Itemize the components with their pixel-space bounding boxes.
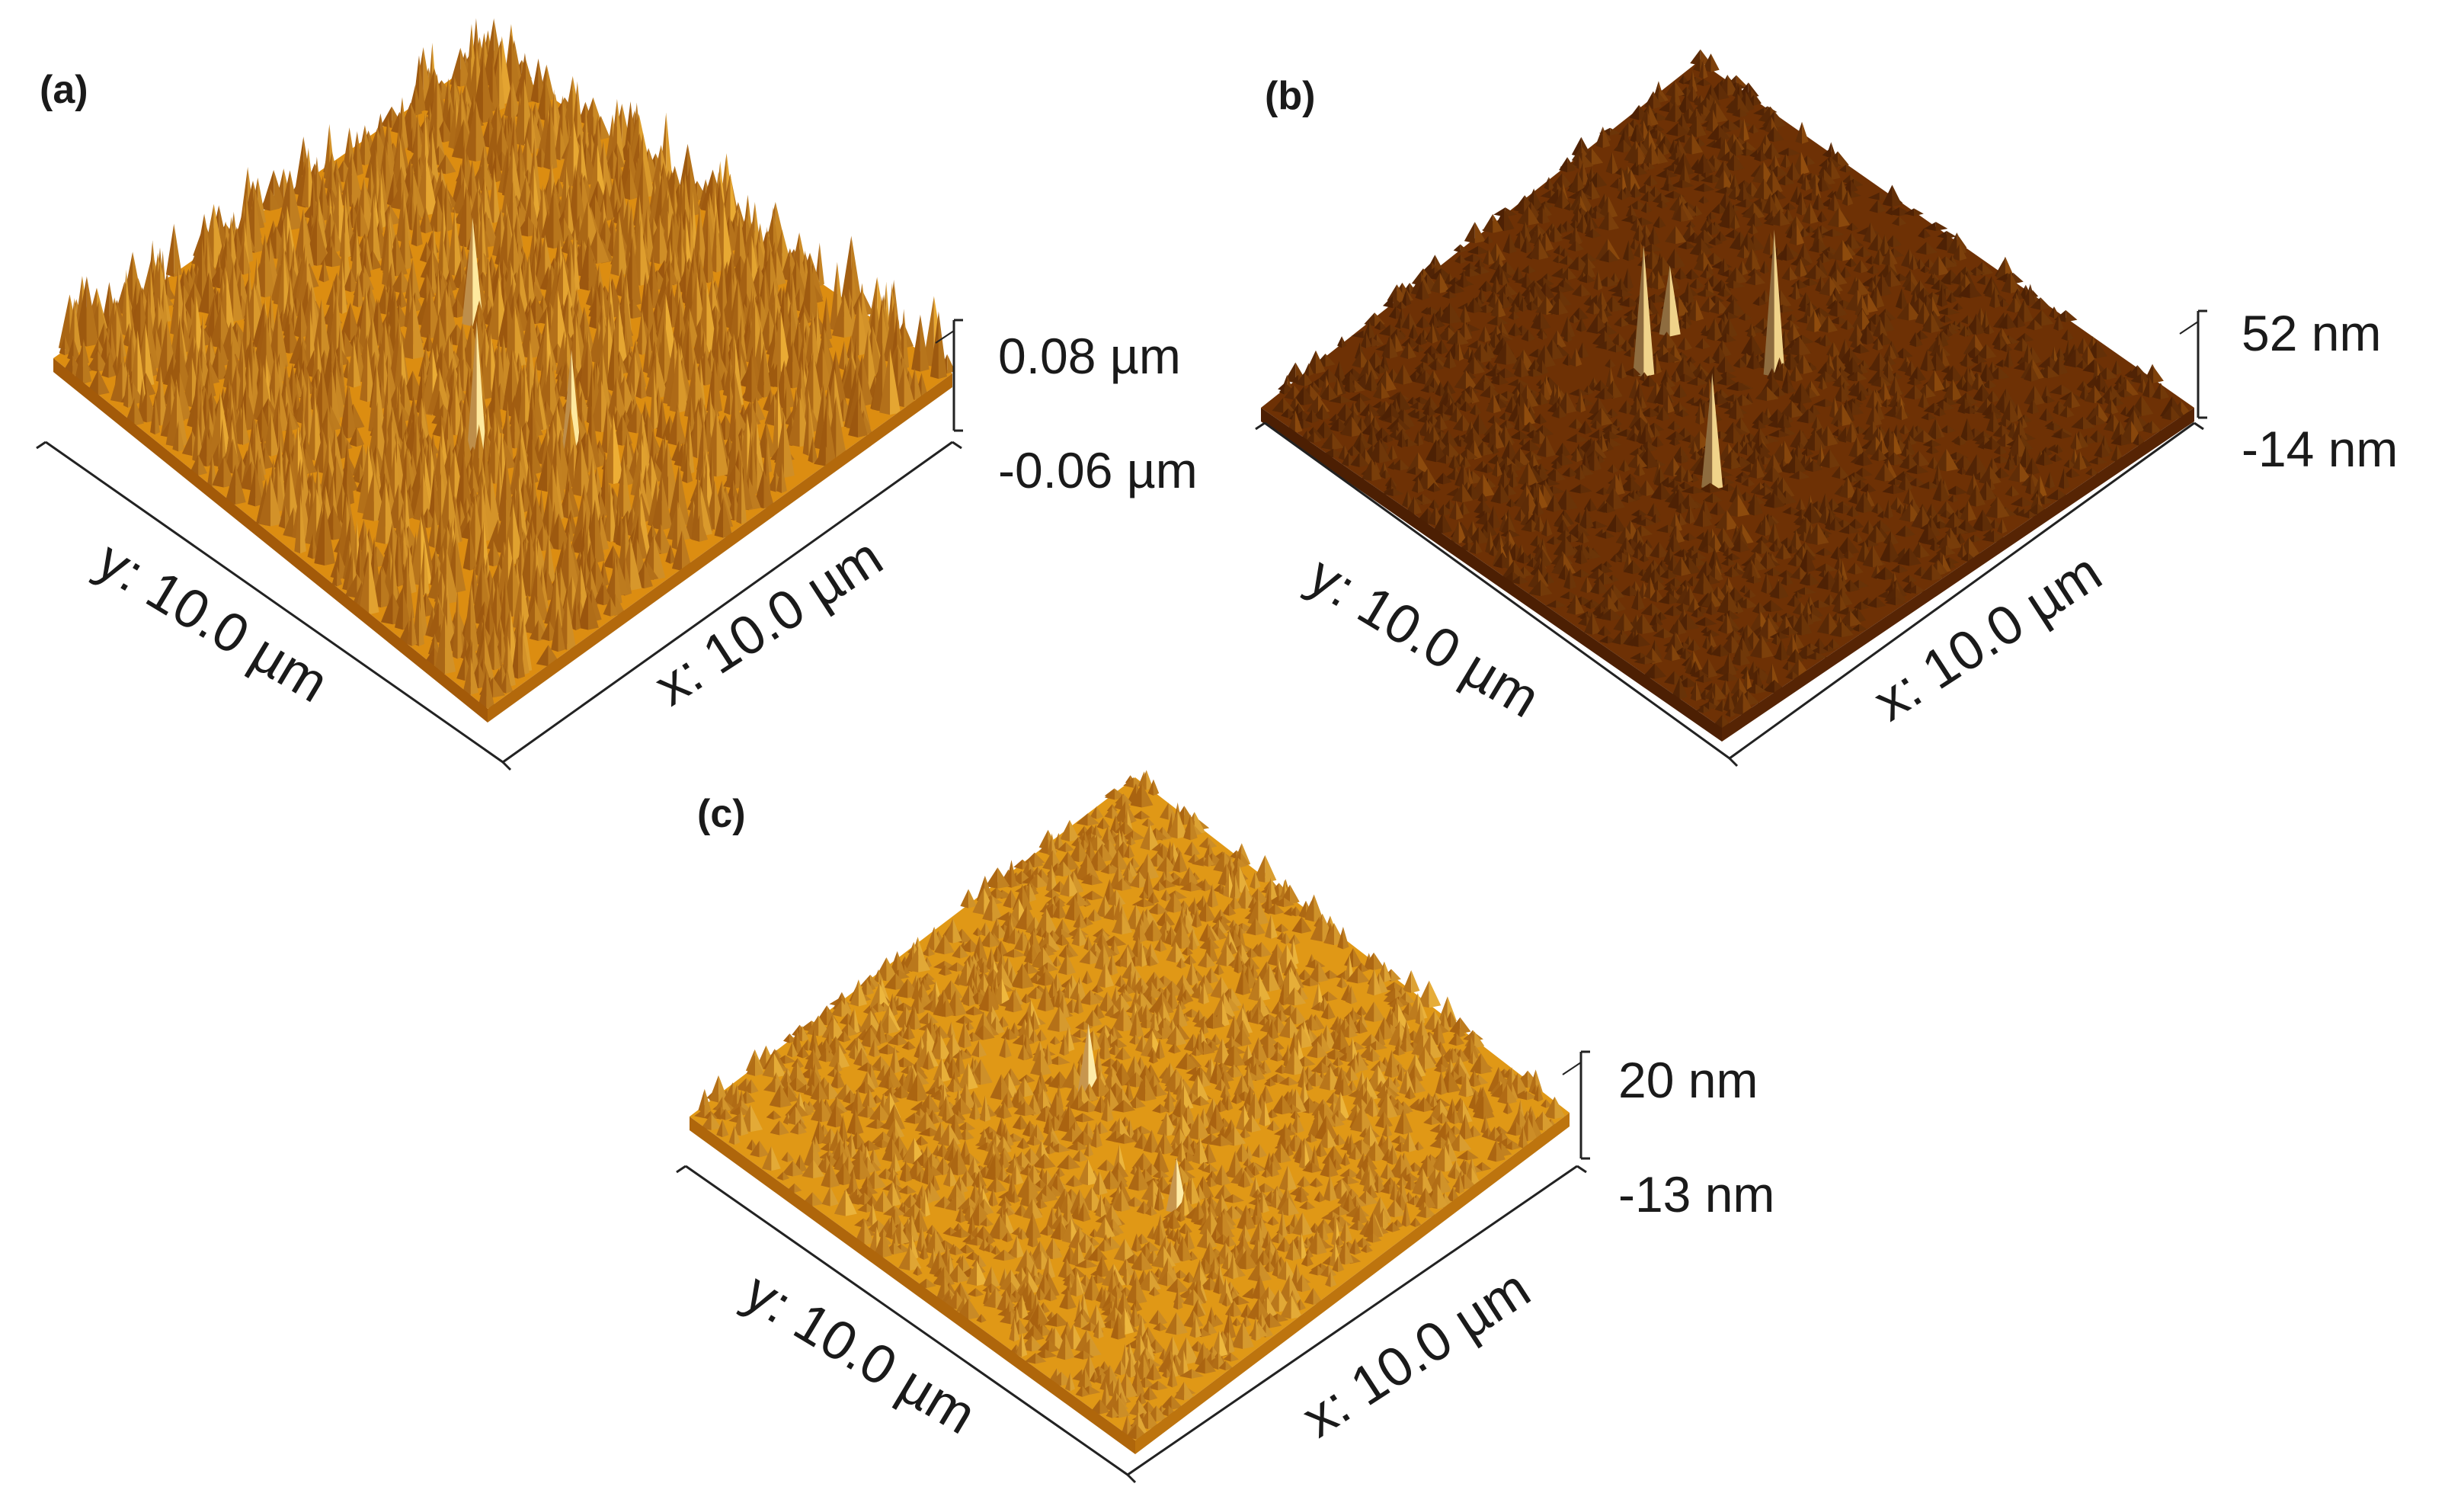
height-scale-bar	[2179, 309, 2207, 419]
y-axis-label-c: y: 10.0 µm	[734, 1261, 987, 1447]
scale-min-c: -13 nm	[1618, 1166, 1775, 1222]
x-axis-label-a: x: 10.0 µm	[644, 526, 894, 718]
scale-min-a: -0.06 µm	[998, 442, 1198, 498]
height-scale-bar	[1562, 1050, 1590, 1160]
axis-frame	[685, 1165, 1578, 1476]
surface-texture	[58, 18, 955, 709]
panel-label-b: (b)	[1265, 74, 1316, 118]
scale-max-b: 52 nm	[2242, 305, 2382, 361]
surface-texture	[1272, 49, 2192, 729]
axis-frame	[1264, 421, 2195, 760]
y-axis-label-a: y: 10.0 µm	[86, 529, 339, 715]
x-axis-label-c: x: 10.0 µm	[1291, 1258, 1541, 1450]
surface-base	[53, 53, 952, 709]
panel-label-c: (c)	[697, 792, 746, 836]
surface-base	[1261, 61, 2194, 728]
scale-max-a: 0.08 µm	[998, 328, 1181, 384]
panel-label-a: (a)	[40, 68, 88, 112]
height-scale-bar	[935, 319, 963, 432]
x-axis-label-b: x: 10.0 µm	[1863, 541, 2113, 733]
scale-max-c: 20 nm	[1618, 1052, 1758, 1108]
surface-texture	[694, 770, 1566, 1440]
axis-frame	[45, 441, 953, 764]
scale-min-b: -14 nm	[2242, 421, 2398, 477]
y-axis-label-b: y: 10.0 µm	[1298, 544, 1550, 730]
surface-base	[690, 777, 1570, 1440]
